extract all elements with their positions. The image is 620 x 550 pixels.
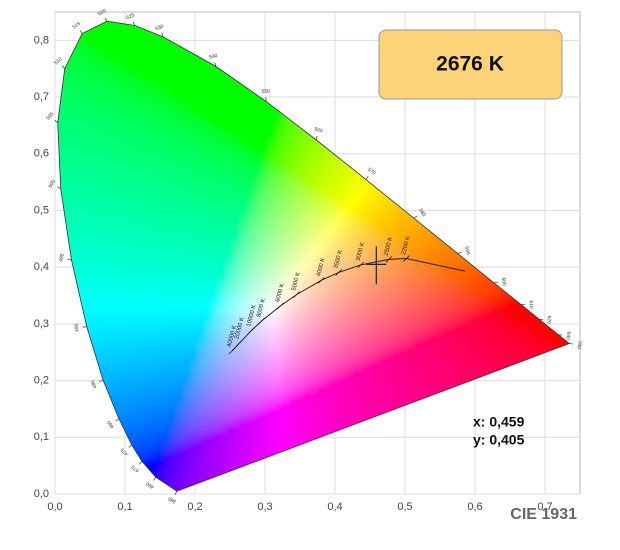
isotherm-label: 3000 K xyxy=(355,242,366,262)
wavelength-label: 550 xyxy=(261,89,270,95)
wavelength-tick xyxy=(115,418,120,422)
cct-label: 2676 K xyxy=(436,53,504,76)
y-tick-label: 0,6 xyxy=(34,148,49,160)
isotherm-label: 40000 K xyxy=(227,325,239,348)
wavelength-tick xyxy=(315,135,318,140)
isotherm-tick xyxy=(335,269,342,276)
wavelength-tick xyxy=(61,65,65,69)
cct-box xyxy=(378,29,563,100)
wavelength-tick xyxy=(104,17,108,22)
x-tick-label: 0,5 xyxy=(397,501,412,513)
wavelength-label: 530 xyxy=(155,24,165,33)
isotherm-label: 2200 K xyxy=(401,236,412,256)
wavelength-label: 495 xyxy=(58,253,66,263)
isotherm-label: 4000 K xyxy=(316,257,327,277)
wavelength-tick xyxy=(161,33,164,38)
isotherm-label: 5000 K xyxy=(291,272,302,292)
y-tick-label: 0,1 xyxy=(34,431,49,443)
wavelength-tick xyxy=(99,379,104,383)
wavelength-label: 515 xyxy=(72,21,82,31)
isotherm-tick xyxy=(248,327,255,334)
wavelength-label: 520 xyxy=(97,8,107,17)
y-tick-label: 0,0 xyxy=(34,488,49,500)
wavelength-label: 510 xyxy=(53,56,63,66)
y-readout: y: 0,405 xyxy=(473,432,525,448)
wavelength-label: 475 xyxy=(120,446,130,456)
y-tick-label: 0,3 xyxy=(34,318,49,330)
isotherm-label: 10000 K xyxy=(246,304,258,327)
wavelength-label: 570 xyxy=(366,167,376,177)
wavelength-label: 525 xyxy=(126,12,136,21)
isotherm-tick xyxy=(403,255,410,262)
isotherm-tick xyxy=(277,302,284,310)
wavelength-tick xyxy=(54,119,58,123)
wavelength-tick xyxy=(214,62,217,67)
wavelength-tick xyxy=(132,21,136,26)
isotherm-label: 20000 K xyxy=(234,317,246,340)
wavelength-tick xyxy=(138,460,143,465)
wavelength-label: 490 xyxy=(74,323,81,332)
wavelength-label: 590 xyxy=(463,246,471,256)
foreground: 0,0 0,1 0,2 0,3 0,4 0,5 0,6 0,7 0,0 0,1 0,2 0,3 0,4 0… xyxy=(34,8,583,513)
isotherm-tick xyxy=(357,261,365,269)
wavelength-label: 580 xyxy=(417,208,427,218)
wavelength-label: 620 xyxy=(546,315,552,324)
y-tick-label: 0,4 xyxy=(34,261,49,273)
footer-label: CIE 1931 xyxy=(510,506,577,523)
wavelength-label: 500 xyxy=(48,179,57,189)
x-tick-label: 0,4 xyxy=(327,501,342,513)
wavelength-label: 540 xyxy=(209,53,219,61)
wavelength-tick xyxy=(128,444,132,448)
wavelength-tick xyxy=(153,476,157,481)
isotherm-label: 3500 K xyxy=(333,249,344,269)
isotherm-tick xyxy=(236,339,243,347)
wavelength-tick xyxy=(79,30,83,34)
x-tick-label: 0,6 xyxy=(467,501,482,513)
wavelength-tick xyxy=(67,258,72,261)
x-tick-label: 0,1 xyxy=(117,501,132,513)
wavelength-label: 640 xyxy=(565,331,572,340)
wavelength-label: 610 xyxy=(528,300,534,309)
isotherm-label: 6000 K xyxy=(275,283,286,303)
wavelength-tick xyxy=(457,251,462,254)
wavelength-label: 505 xyxy=(45,111,55,121)
wavelength-label: 560 xyxy=(314,127,324,135)
wavelength-tick xyxy=(365,176,369,180)
wavelength-label: 480 xyxy=(106,419,116,429)
x-tick-label: 0,7 xyxy=(537,501,552,513)
y-tick-label: 0,8 xyxy=(34,34,49,46)
y-tick-label: 0,7 xyxy=(34,91,49,103)
x-tick-label: 0,2 xyxy=(187,501,202,513)
isotherm-tick xyxy=(258,317,265,325)
x-tick-label: 0,0 xyxy=(47,501,62,513)
wavelength-label: 700 xyxy=(575,340,582,349)
wavelength-label: 380 xyxy=(167,495,177,504)
x-tick-label: 0,3 xyxy=(257,501,272,513)
isotherm-label: 8000 K xyxy=(256,298,267,318)
wavelength-tick xyxy=(57,186,61,190)
x-readout: x: 0,459 xyxy=(473,414,525,430)
isotherm-label: 2500 K xyxy=(384,236,395,256)
wavelength-tick xyxy=(413,215,418,219)
isotherm-tick xyxy=(228,347,236,355)
wavelength-label: 485 xyxy=(90,379,99,389)
y-tick-label: 0,5 xyxy=(34,204,49,216)
wavelength-label: 600 xyxy=(500,277,507,286)
isotherm-tick xyxy=(293,291,300,298)
wavelength-label: 460 xyxy=(145,480,155,490)
isotherm-tick xyxy=(318,277,325,284)
y-tick-label: 0,2 xyxy=(34,374,49,386)
isotherm-tick xyxy=(385,256,393,263)
wavelength-label: 470 xyxy=(130,463,140,473)
wavelength-tick xyxy=(174,491,178,495)
